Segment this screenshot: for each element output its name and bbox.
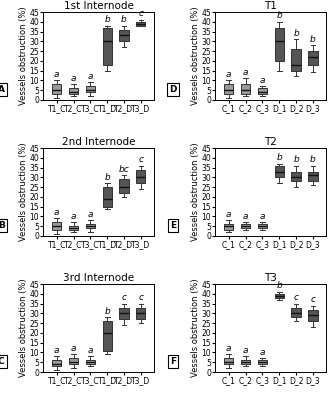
Text: a: a [88, 346, 93, 355]
Text: b: b [293, 29, 299, 38]
Y-axis label: Vessels obstruction (%): Vessels obstruction (%) [19, 6, 28, 105]
Text: b: b [310, 155, 316, 164]
PathPatch shape [241, 84, 250, 94]
Text: a: a [260, 348, 265, 357]
PathPatch shape [136, 170, 146, 183]
Text: a: a [243, 346, 248, 355]
PathPatch shape [258, 224, 267, 228]
PathPatch shape [69, 358, 78, 364]
PathPatch shape [308, 172, 317, 181]
Title: T2: T2 [264, 137, 277, 147]
Text: B: B [0, 221, 5, 230]
Text: a: a [243, 68, 248, 77]
Text: D: D [169, 85, 177, 94]
Text: a: a [54, 208, 60, 217]
PathPatch shape [308, 51, 317, 65]
PathPatch shape [224, 84, 233, 94]
PathPatch shape [86, 224, 95, 228]
Text: b: b [276, 282, 282, 290]
PathPatch shape [103, 187, 112, 207]
PathPatch shape [224, 224, 233, 230]
Text: a: a [88, 72, 93, 81]
Text: b: b [121, 15, 127, 24]
Text: c: c [138, 9, 143, 18]
Text: b: b [310, 35, 316, 44]
PathPatch shape [103, 28, 112, 65]
PathPatch shape [120, 30, 129, 41]
PathPatch shape [275, 166, 284, 177]
Text: a: a [54, 70, 60, 79]
PathPatch shape [103, 321, 112, 350]
PathPatch shape [291, 308, 301, 317]
Title: 3rd Internode: 3rd Internode [63, 274, 134, 284]
Text: b: b [104, 307, 110, 316]
Y-axis label: Vessels obstruction (%): Vessels obstruction (%) [19, 279, 28, 378]
Text: a: a [243, 212, 248, 221]
Text: b: b [276, 11, 282, 20]
PathPatch shape [120, 308, 129, 319]
Text: c: c [310, 295, 315, 304]
Title: T3: T3 [264, 274, 277, 284]
PathPatch shape [258, 88, 267, 94]
Text: a: a [226, 344, 231, 353]
Text: a: a [226, 210, 231, 219]
Y-axis label: Vessels obstruction (%): Vessels obstruction (%) [19, 143, 28, 241]
PathPatch shape [52, 360, 61, 366]
Text: b: b [293, 155, 299, 164]
PathPatch shape [224, 358, 233, 364]
Title: 1st Internode: 1st Internode [64, 1, 134, 11]
PathPatch shape [69, 226, 78, 230]
Text: bc: bc [119, 165, 130, 174]
Text: a: a [71, 74, 76, 83]
Text: c: c [138, 293, 143, 302]
Text: b: b [104, 173, 110, 182]
Text: F: F [170, 357, 176, 366]
Text: a: a [71, 344, 76, 353]
Y-axis label: Vessels obstruction (%): Vessels obstruction (%) [191, 143, 200, 241]
PathPatch shape [120, 179, 129, 193]
PathPatch shape [136, 308, 146, 319]
Text: c: c [122, 293, 127, 302]
PathPatch shape [86, 86, 95, 92]
Text: A: A [0, 85, 5, 94]
Text: a: a [71, 212, 76, 221]
Text: E: E [170, 221, 176, 230]
Text: a: a [226, 70, 231, 79]
Text: a: a [260, 76, 265, 84]
Y-axis label: Vessels obstruction (%): Vessels obstruction (%) [191, 279, 200, 378]
PathPatch shape [241, 224, 250, 228]
PathPatch shape [308, 310, 317, 321]
Text: b: b [104, 15, 110, 24]
Y-axis label: Vessels obstruction (%): Vessels obstruction (%) [191, 6, 200, 105]
PathPatch shape [86, 360, 95, 364]
PathPatch shape [275, 28, 284, 61]
PathPatch shape [69, 88, 78, 94]
PathPatch shape [291, 49, 301, 70]
Text: a: a [260, 212, 265, 221]
PathPatch shape [52, 222, 61, 230]
Text: b: b [276, 153, 282, 162]
PathPatch shape [258, 360, 267, 364]
PathPatch shape [52, 84, 61, 94]
PathPatch shape [275, 294, 284, 298]
Text: c: c [138, 155, 143, 164]
Title: 2nd Internode: 2nd Internode [62, 137, 136, 147]
PathPatch shape [291, 172, 301, 181]
Text: C: C [0, 357, 4, 366]
PathPatch shape [241, 360, 250, 364]
Title: T1: T1 [264, 1, 277, 11]
Text: c: c [294, 293, 299, 302]
Text: a: a [54, 346, 60, 355]
Text: a: a [88, 210, 93, 219]
PathPatch shape [136, 22, 146, 26]
